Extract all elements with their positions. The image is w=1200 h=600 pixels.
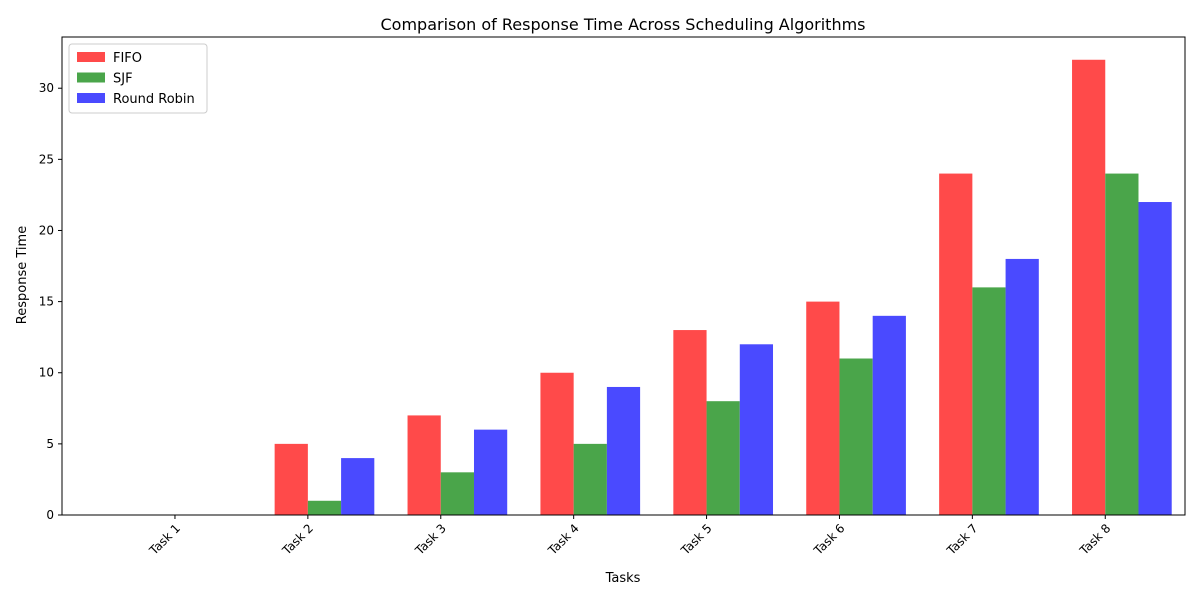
bar-round-robin-2 bbox=[341, 458, 375, 515]
bar-sjf-5 bbox=[706, 401, 740, 515]
bar-sjf-8 bbox=[1105, 173, 1139, 516]
bar-fifo-5 bbox=[673, 330, 707, 515]
legend-swatch-round-robin bbox=[77, 93, 105, 103]
bar-fifo-2 bbox=[274, 443, 308, 515]
legend-label-fifo: FIFO bbox=[113, 51, 142, 66]
bar-fifo-7 bbox=[939, 173, 973, 516]
x-axis-title: Tasks bbox=[605, 571, 641, 586]
bar-round-robin-8 bbox=[1138, 202, 1172, 515]
y-tick-label: 10 bbox=[39, 366, 54, 380]
plot-frame bbox=[61, 36, 1186, 516]
bar-sjf-2 bbox=[307, 500, 342, 515]
bar-round-robin-6 bbox=[872, 315, 906, 515]
legend-swatch-fifo bbox=[77, 52, 105, 62]
bar-fifo-8 bbox=[1072, 59, 1106, 516]
legend-label-sjf: SJF bbox=[113, 72, 133, 87]
y-tick-label: 5 bbox=[46, 437, 54, 451]
bar-sjf-4 bbox=[573, 443, 607, 515]
y-tick-label: 30 bbox=[39, 81, 54, 95]
bar-fifo-6 bbox=[806, 301, 840, 515]
legend: FIFO SJF Round Robin bbox=[68, 43, 208, 114]
y-tick-label: 20 bbox=[39, 223, 54, 237]
bar-sjf-6 bbox=[839, 358, 873, 515]
bar-fifo-3 bbox=[407, 415, 441, 515]
y-tick-label: 25 bbox=[39, 152, 54, 166]
bar-sjf-7 bbox=[972, 287, 1006, 515]
bar-round-robin-7 bbox=[1005, 258, 1039, 515]
bar-fifo-4 bbox=[540, 372, 574, 515]
y-tick-label: 15 bbox=[39, 295, 54, 309]
legend-label-round-robin: Round Robin bbox=[113, 92, 195, 107]
bar-round-robin-5 bbox=[739, 344, 774, 515]
bar-sjf-3 bbox=[440, 472, 474, 515]
y-tick-label: 0 bbox=[46, 508, 54, 522]
bar-round-robin-3 bbox=[473, 429, 508, 515]
chart-title: Comparison of Response Time Across Sched… bbox=[381, 15, 866, 34]
bar-round-robin-4 bbox=[606, 386, 641, 515]
legend-swatch-sjf bbox=[77, 72, 105, 83]
y-axis-title: Response Time bbox=[15, 226, 30, 324]
bars-layer bbox=[274, 59, 1172, 516]
